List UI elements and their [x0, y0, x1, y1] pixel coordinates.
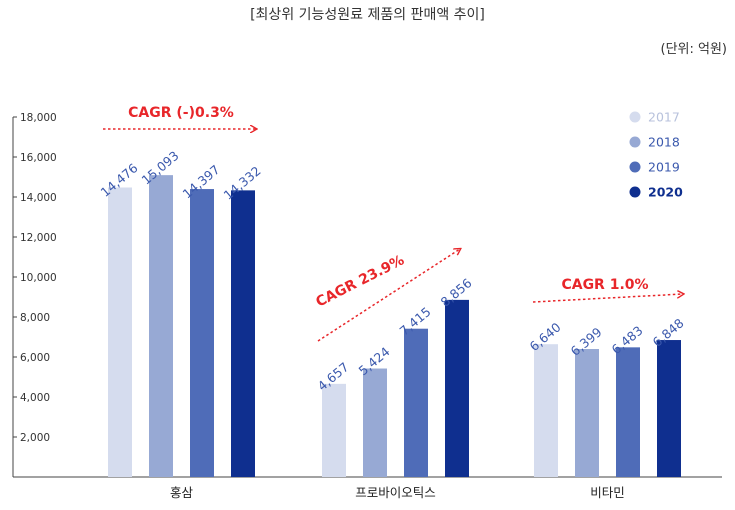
y-tick-label: 14,000: [20, 192, 57, 204]
y-tick-label: 18,000: [20, 112, 57, 124]
y-tick-label: 2,000: [20, 432, 50, 444]
y-tick-label: 12,000: [20, 232, 57, 244]
bar-2019: [616, 347, 640, 477]
cagr-arrow: [317, 249, 460, 342]
y-tick-label: 4,000: [20, 392, 50, 404]
legend-marker-2017: [629, 111, 641, 123]
chart-title: [최상위 기능성원료 제품의 판매액 추이]: [250, 7, 485, 23]
bar-2019: [404, 328, 428, 477]
bar-2020: [445, 299, 469, 477]
bar-2020: [657, 340, 681, 477]
bar-2020: [231, 190, 255, 478]
bar-2017: [534, 344, 558, 477]
bar-2018: [149, 175, 173, 477]
legend-marker-2020: [629, 186, 641, 198]
legend-marker-2018: [629, 136, 641, 148]
x-category-label: 홍삼: [170, 485, 194, 500]
legend-label: 2017: [648, 110, 680, 125]
y-tick-label: 8,000: [20, 312, 50, 324]
cagr-arrow: [532, 294, 683, 303]
bar-2018: [363, 368, 387, 477]
bar-2017: [322, 383, 346, 477]
x-category-label: 비타민: [590, 485, 625, 500]
bar-2017: [108, 187, 132, 478]
x-category-label: 프로바이오틱스: [355, 485, 436, 500]
cagr-annotation: CAGR 23.9%: [313, 252, 407, 310]
unit-label: (단위: 억원): [660, 42, 728, 57]
legend-label: 2018: [648, 135, 680, 150]
legend-label: 2020: [648, 185, 683, 200]
cagr-annotation: CAGR (-)0.3%: [128, 105, 234, 121]
y-tick-label: 16,000: [20, 152, 57, 164]
bar-2018: [575, 349, 599, 477]
y-tick-label: 6,000: [20, 352, 50, 364]
bar-2019: [190, 189, 214, 477]
legend-label: 2019: [648, 160, 680, 175]
y-tick-label: 10,000: [20, 272, 57, 284]
cagr-annotation: CAGR 1.0%: [561, 277, 648, 293]
legend-marker-2019: [629, 161, 641, 173]
